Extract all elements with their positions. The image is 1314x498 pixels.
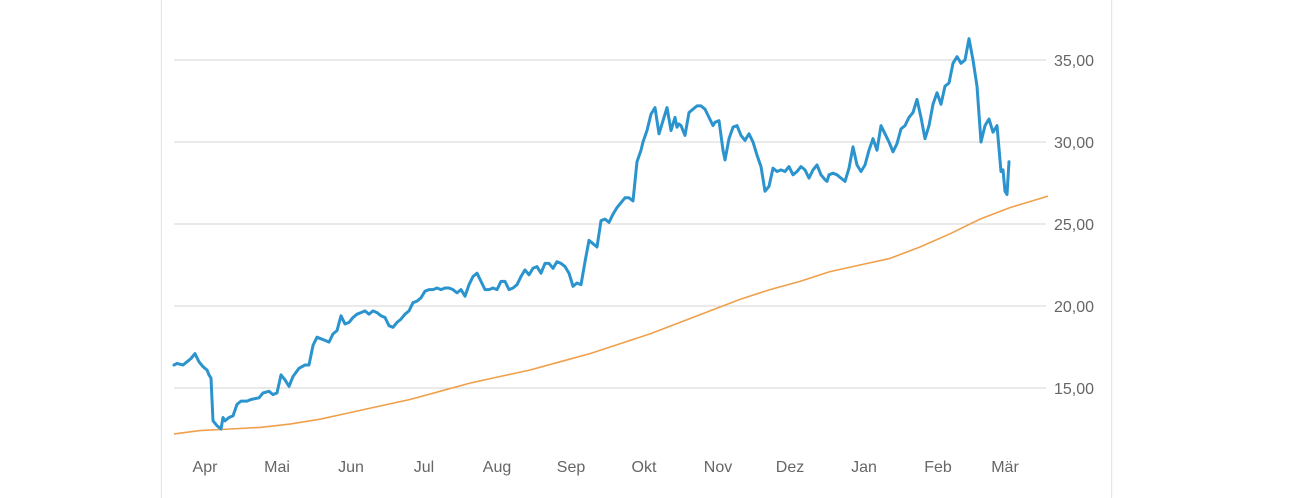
y-tick-label: 25,00 (1054, 217, 1094, 234)
x-tick-label: Jan (851, 459, 877, 476)
x-tick-label: Mär (991, 459, 1019, 476)
y-tick-label: 20,00 (1054, 299, 1094, 316)
x-tick-label: Aug (483, 459, 511, 476)
x-tick-label: Jul (414, 459, 434, 476)
chart-card (161, 0, 1112, 498)
x-tick-label: Okt (632, 459, 657, 476)
x-tick-label: Dez (776, 459, 804, 476)
x-tick-label: Nov (704, 459, 732, 476)
x-tick-label: Feb (924, 459, 952, 476)
x-tick-label: Sep (557, 459, 586, 476)
x-axis-labels: Apr Mai Jun Jul Aug Sep Okt Nov Dez Jan … (193, 459, 1020, 476)
price-line (172, 37, 1011, 431)
x-tick-label: Mai (264, 459, 290, 476)
x-tick-label: Jun (338, 459, 364, 476)
y-axis-labels: 35,00 30,00 25,00 20,00 15,00 (1054, 53, 1094, 398)
y-tick-label: 15,00 (1054, 381, 1094, 398)
y-tick-label: 30,00 (1054, 135, 1094, 152)
y-tick-label: 35,00 (1054, 53, 1094, 70)
moving-average-line (173, 195, 1049, 435)
grid-lines (174, 59, 1046, 389)
x-tick-label: Apr (193, 459, 219, 476)
